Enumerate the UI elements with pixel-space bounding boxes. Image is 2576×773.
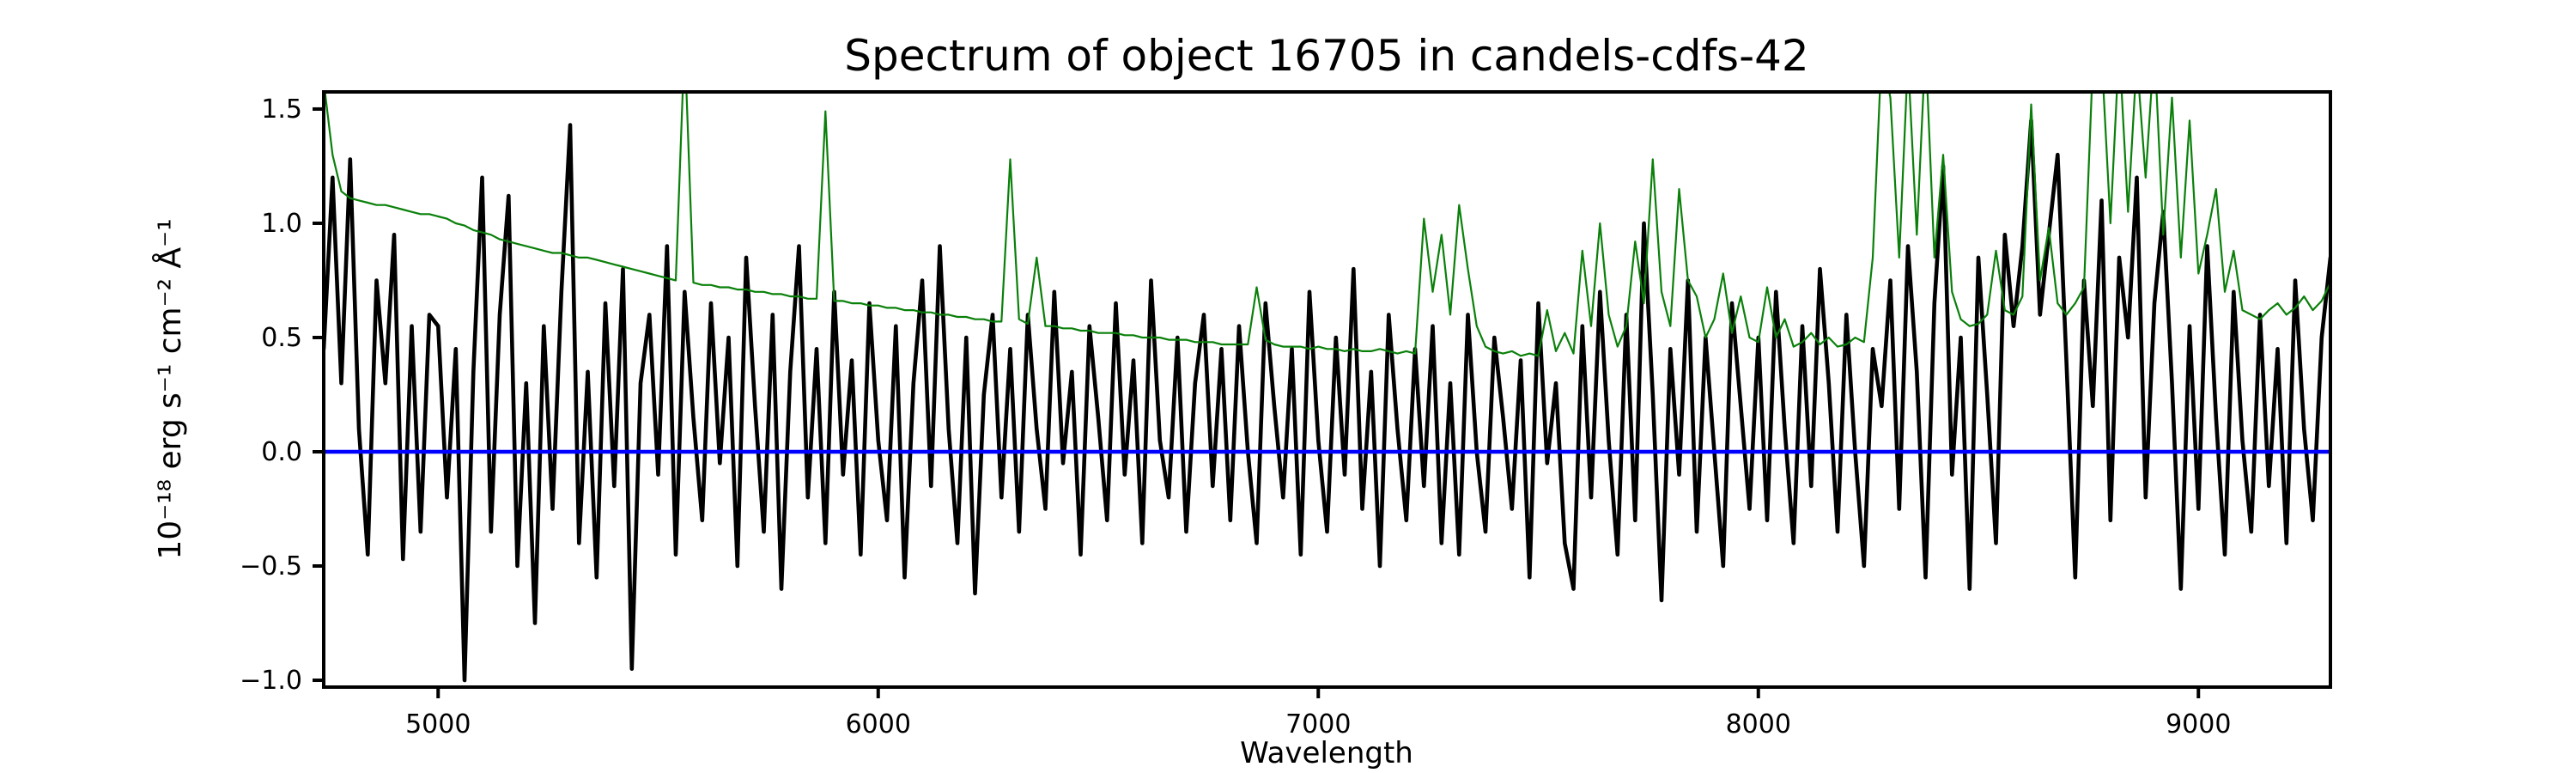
x-tick-label: 7000 — [1285, 709, 1351, 740]
y-tick-label: −0.5 — [240, 551, 302, 581]
y-ticks: 1.5 1.0 0.5 0.0 −0.5 −1.0 — [240, 94, 324, 696]
y-axis-label: 10⁻¹⁸ erg s⁻¹ cm⁻² Å⁻¹ — [151, 218, 188, 559]
x-tick-label: 8000 — [1726, 709, 1791, 740]
noise-sky-spectrum-line — [324, 92, 2330, 357]
y-tick-label: 0.5 — [261, 323, 302, 353]
y-tick-label: 1.5 — [261, 94, 302, 125]
x-axis-label: Wavelength — [1240, 736, 1413, 770]
series-group — [324, 92, 2330, 683]
x-tick-label: 6000 — [846, 709, 911, 740]
x-tick-label: 5000 — [405, 709, 471, 740]
plot-frame — [322, 90, 2332, 689]
x-ticks: 5000 6000 7000 8000 9000 — [405, 687, 2231, 740]
plot-title: Spectrum of object 16705 in candels-cdfs… — [844, 31, 1809, 81]
plot-background — [324, 92, 2330, 687]
y-tick-label: 1.0 — [261, 209, 302, 239]
y-tick-label: 0.0 — [261, 437, 302, 467]
x-tick-label: 9000 — [2166, 709, 2231, 740]
object-flux-line — [324, 119, 2330, 683]
y-tick-label: −1.0 — [240, 666, 302, 696]
